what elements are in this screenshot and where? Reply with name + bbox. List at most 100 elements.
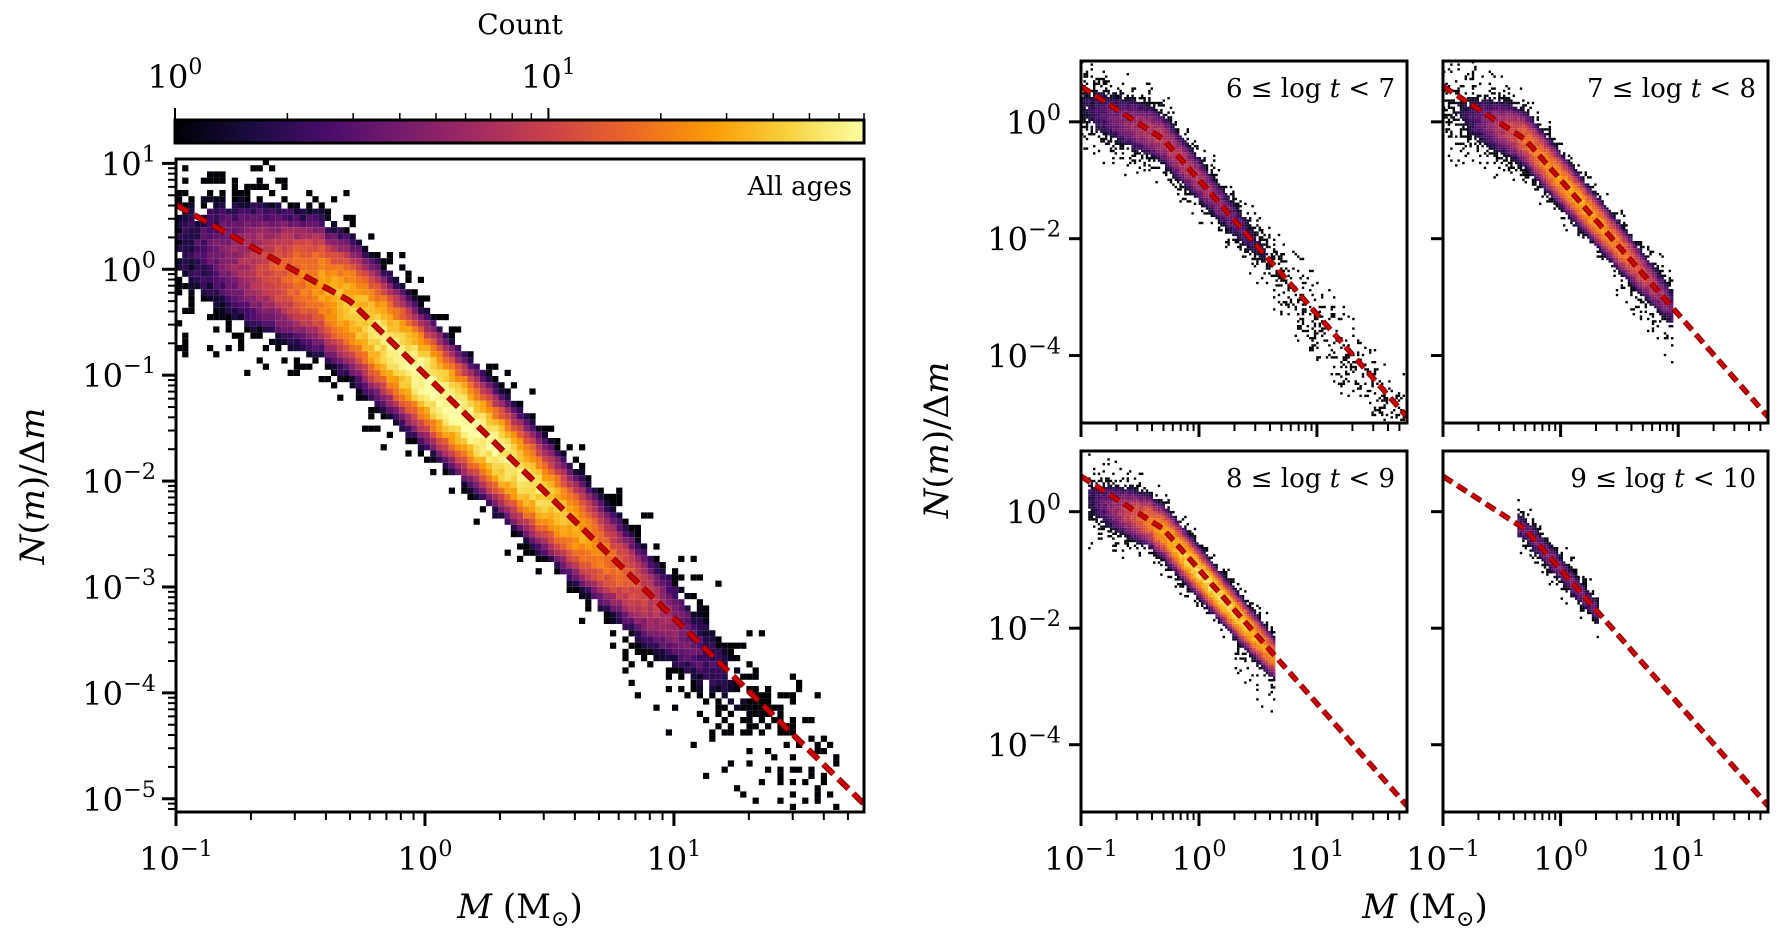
histogram-cell	[1301, 320, 1305, 323]
histogram-cell	[1114, 140, 1117, 143]
histogram-cell	[1333, 313, 1336, 316]
histogram-cell	[1107, 125, 1110, 129]
histogram-cell	[1239, 214, 1242, 217]
histogram-cell	[752, 686, 759, 693]
histogram-cell	[182, 283, 189, 290]
histogram-cell	[293, 320, 300, 327]
histogram-cell	[1083, 99, 1086, 102]
histogram-cell	[1488, 97, 1491, 100]
histogram-cell	[442, 369, 449, 376]
histogram-cell	[200, 289, 207, 296]
histogram-cell	[479, 450, 486, 457]
histogram-cell	[1131, 121, 1134, 124]
histogram-cell	[1493, 176, 1496, 179]
histogram-cell	[789, 673, 796, 680]
histogram-cell	[1225, 193, 1228, 196]
histogram-cell	[1515, 125, 1518, 129]
histogram-cell	[231, 196, 238, 203]
histogram-cell	[783, 741, 790, 748]
histogram-cell	[1189, 173, 1192, 177]
histogram-cell	[1261, 236, 1264, 239]
histogram-cell	[1220, 224, 1223, 227]
histogram-cell	[324, 376, 331, 383]
histogram-cell	[1503, 135, 1506, 138]
histogram-cell	[411, 345, 418, 352]
histogram-cell	[1186, 128, 1189, 131]
histogram-cell	[1121, 116, 1125, 119]
histogram-cell	[1179, 183, 1182, 186]
histogram-cell	[1261, 229, 1264, 232]
histogram-cell	[1333, 365, 1336, 369]
histogram-cell	[1141, 104, 1144, 107]
histogram-cell	[1126, 97, 1129, 100]
histogram-cell	[486, 438, 493, 445]
histogram-cell	[213, 177, 220, 184]
histogram-cell	[628, 605, 635, 612]
histogram-cell	[1105, 75, 1108, 78]
histogram-cell	[1239, 219, 1242, 222]
histogram-cell	[610, 580, 617, 587]
histogram-cell	[1467, 152, 1470, 155]
histogram-cell	[1500, 113, 1503, 117]
histogram-cell	[566, 537, 573, 544]
histogram-cell	[634, 593, 641, 600]
histogram-cell	[1119, 157, 1122, 160]
histogram-cell	[486, 487, 493, 494]
histogram-cell	[1244, 241, 1247, 244]
histogram-cell	[486, 394, 493, 401]
histogram-cell	[399, 394, 406, 401]
histogram-cell	[1462, 116, 1465, 119]
histogram-cell	[393, 338, 400, 345]
histogram-cell	[1282, 260, 1285, 263]
histogram-cell	[1474, 121, 1477, 124]
histogram-cell	[225, 320, 232, 327]
histogram-cell	[529, 481, 536, 488]
histogram-cell	[1181, 197, 1185, 201]
histogram-cell	[1225, 245, 1228, 249]
histogram-cell	[1133, 113, 1137, 117]
histogram-cell	[1193, 159, 1197, 162]
histogram-cell	[1445, 92, 1448, 95]
histogram-cell	[1467, 118, 1470, 121]
histogram-cell	[1148, 97, 1151, 100]
histogram-cell	[1121, 145, 1125, 148]
histogram-cell	[1493, 161, 1496, 165]
histogram-cell	[1512, 106, 1515, 109]
histogram-cell	[1157, 128, 1161, 131]
histogram-cell	[566, 493, 573, 500]
histogram-cell	[262, 314, 269, 321]
histogram-cell	[238, 233, 245, 240]
histogram-cell	[1517, 113, 1520, 117]
histogram-cell	[1109, 121, 1113, 124]
histogram-cell	[678, 673, 685, 680]
histogram-cell	[1495, 111, 1499, 114]
histogram-cell	[1208, 212, 1211, 215]
histogram-cell	[1371, 361, 1374, 364]
colorbar-gradient-bar	[173, 118, 866, 145]
histogram-cell	[1133, 142, 1137, 145]
histogram-cell	[269, 227, 276, 234]
histogram-cell	[1273, 296, 1276, 299]
histogram-cell	[380, 400, 387, 407]
histogram-cell	[1105, 109, 1108, 112]
histogram-cell	[1479, 118, 1482, 121]
histogram-cell	[1186, 152, 1189, 155]
histogram-cell	[417, 382, 424, 389]
histogram-cell	[188, 295, 195, 302]
histogram-cell	[1447, 101, 1451, 105]
histogram-cell	[628, 562, 635, 569]
histogram-cell	[703, 605, 710, 612]
histogram-cell	[275, 252, 282, 259]
histogram-cell	[1273, 250, 1276, 253]
histogram-cell	[523, 531, 530, 538]
histogram-cell	[1503, 94, 1506, 97]
histogram-cell	[1090, 133, 1093, 136]
histogram-cell	[548, 543, 555, 550]
histogram-cell	[231, 264, 238, 271]
histogram-cell	[1160, 145, 1163, 148]
histogram-cell	[1323, 327, 1326, 330]
histogram-cell	[479, 438, 486, 445]
histogram-cell	[1340, 361, 1343, 364]
histogram-cell	[585, 537, 592, 544]
histogram-cell	[1153, 157, 1156, 160]
